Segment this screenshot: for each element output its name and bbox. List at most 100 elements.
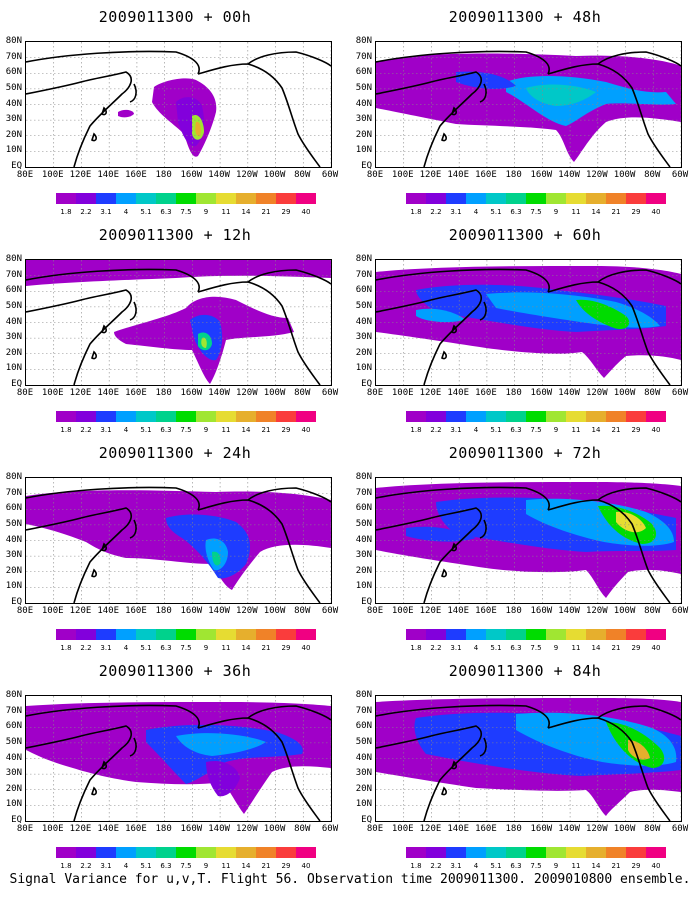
colorbar-level-label: 14: [591, 426, 601, 434]
colorbar-swatch: [276, 193, 296, 204]
coastline: [376, 725, 483, 821]
colorbar-swatch: [176, 193, 196, 204]
lon-tick-label: 100W: [613, 388, 636, 398]
lat-tick-label: EQ: [11, 815, 22, 825]
lon-tick-label: 120W: [585, 606, 608, 616]
lat-tick-label: 60N: [355, 721, 372, 732]
colorbar-level-label: 6.3: [510, 208, 522, 216]
lon-tick-label: 140E: [97, 824, 120, 834]
lat-tick-label: 10N: [5, 363, 22, 374]
lon-tick-label: 80E: [366, 388, 384, 398]
colorbar-level-label: 14: [591, 644, 601, 652]
colorbar-level-label: 9: [553, 208, 559, 216]
coastline: [197, 63, 321, 167]
lat-tick-label: 50N: [355, 518, 372, 529]
variance-contour: [195, 121, 201, 137]
panel-title: 2009011300 + 24h: [98, 444, 252, 462]
lon-tick-label: 100E: [41, 170, 64, 180]
colorbar-level-label: 5.1: [140, 862, 152, 870]
lon-tick-label: 160E: [475, 388, 497, 398]
coastline: [597, 705, 681, 721]
lon-tick-label: 120W: [235, 824, 258, 834]
lat-tick-label: EQ: [361, 815, 372, 825]
lon-tick-label: 160W: [180, 388, 203, 398]
lon-tick-label: 140W: [208, 388, 230, 398]
coastline: [91, 350, 97, 360]
lon-tick-label: 160W: [180, 606, 203, 616]
figure-caption: Signal Variance for u,v,T. Flight 56. Ob…: [9, 872, 691, 887]
lat-tick-label: 80N: [355, 254, 372, 264]
colorbar-swatch: [76, 629, 96, 640]
coastline: [376, 289, 483, 385]
colorbar-level-label: 2.2: [430, 426, 442, 434]
map-frame: [25, 259, 332, 386]
lat-tick-label: EQ: [11, 379, 22, 389]
coastline: [376, 507, 483, 603]
colorbar-level-label: 9: [203, 208, 209, 216]
lon-tick-label: 80W: [644, 606, 661, 616]
lon-tick-label: 100W: [613, 170, 636, 180]
colorbar-level-label: 3.1: [100, 208, 112, 216]
colorbar-level-label: 40: [651, 208, 661, 216]
panel-title: 2009011300 + 60h: [448, 226, 602, 244]
lon-tick-label: 100E: [391, 824, 414, 834]
colorbar-swatch: [256, 847, 276, 858]
lat-tick-label: 20N: [355, 565, 372, 576]
colorbar-swatch: [116, 193, 136, 204]
colorbar-swatch: [96, 629, 116, 640]
colorbar-swatch: [136, 193, 156, 204]
lon-tick-label: 80E: [16, 824, 34, 834]
colorbar-level-label: 14: [591, 208, 601, 216]
lat-tick-label: 70N: [355, 269, 372, 280]
lon-tick-label: 80E: [16, 388, 34, 398]
colorbar-level-label: 4: [123, 208, 129, 216]
lon-tick-label: 80E: [366, 170, 384, 180]
colorbar-level-label: 1.8: [410, 644, 422, 652]
lat-tick-label: 60N: [5, 285, 22, 296]
colorbar-level-label: 21: [611, 208, 621, 216]
lat-tick-label: 50N: [355, 736, 372, 747]
lon-tick-label: 120W: [585, 170, 608, 180]
colorbar-swatch: [296, 847, 316, 858]
panel-title: 2009011300 + 84h: [448, 662, 602, 680]
coastline: [376, 704, 550, 729]
lon-tick-label: 140W: [558, 388, 580, 398]
colorbar-level-label: 9: [203, 426, 209, 434]
variance-contour: [118, 109, 134, 118]
colorbar-level-label: 6.3: [510, 426, 522, 434]
lat-tick-label: 80N: [355, 472, 372, 482]
coastline: [247, 51, 331, 67]
colorbar-swatch: [236, 193, 256, 204]
lat-tick-label: 20N: [355, 783, 372, 794]
colorbar-level-label: 4: [473, 644, 479, 652]
lat-tick-label: EQ: [11, 597, 22, 607]
colorbar-level-label: 2.2: [80, 644, 92, 652]
colorbar-level-label: 3.1: [100, 862, 112, 870]
colorbar-level-label: 3.1: [450, 862, 462, 870]
colorbar-level-label: 6.3: [160, 644, 172, 652]
map-frame: [375, 695, 682, 822]
colorbar-swatch: [546, 193, 566, 204]
lon-tick-label: 80E: [366, 824, 384, 834]
colorbar-level-label: 3.1: [100, 644, 112, 652]
lon-tick-label: 60W: [671, 170, 689, 180]
colorbar-swatch: [486, 629, 506, 640]
lon-tick-label: 180: [155, 824, 172, 834]
lon-tick-label: 80W: [294, 388, 311, 398]
colorbar-swatch: [96, 847, 116, 858]
lat-tick-label: 70N: [355, 51, 372, 62]
colorbar-swatch: [606, 193, 626, 204]
colorbar-level-label: 4: [123, 644, 129, 652]
colorbar-swatch: [56, 847, 76, 858]
map-frame: [375, 477, 682, 604]
coastline: [376, 486, 550, 511]
lat-tick-label: 10N: [355, 363, 372, 374]
lon-tick-label: 160E: [125, 824, 147, 834]
lon-tick-label: 160W: [180, 824, 203, 834]
colorbar-swatch: [466, 629, 486, 640]
colorbar-level-label: 4: [473, 862, 479, 870]
coastline: [91, 568, 97, 578]
colorbar-swatch: [646, 847, 666, 858]
colorbar-swatch: [136, 629, 156, 640]
lon-tick-label: 100E: [391, 170, 414, 180]
